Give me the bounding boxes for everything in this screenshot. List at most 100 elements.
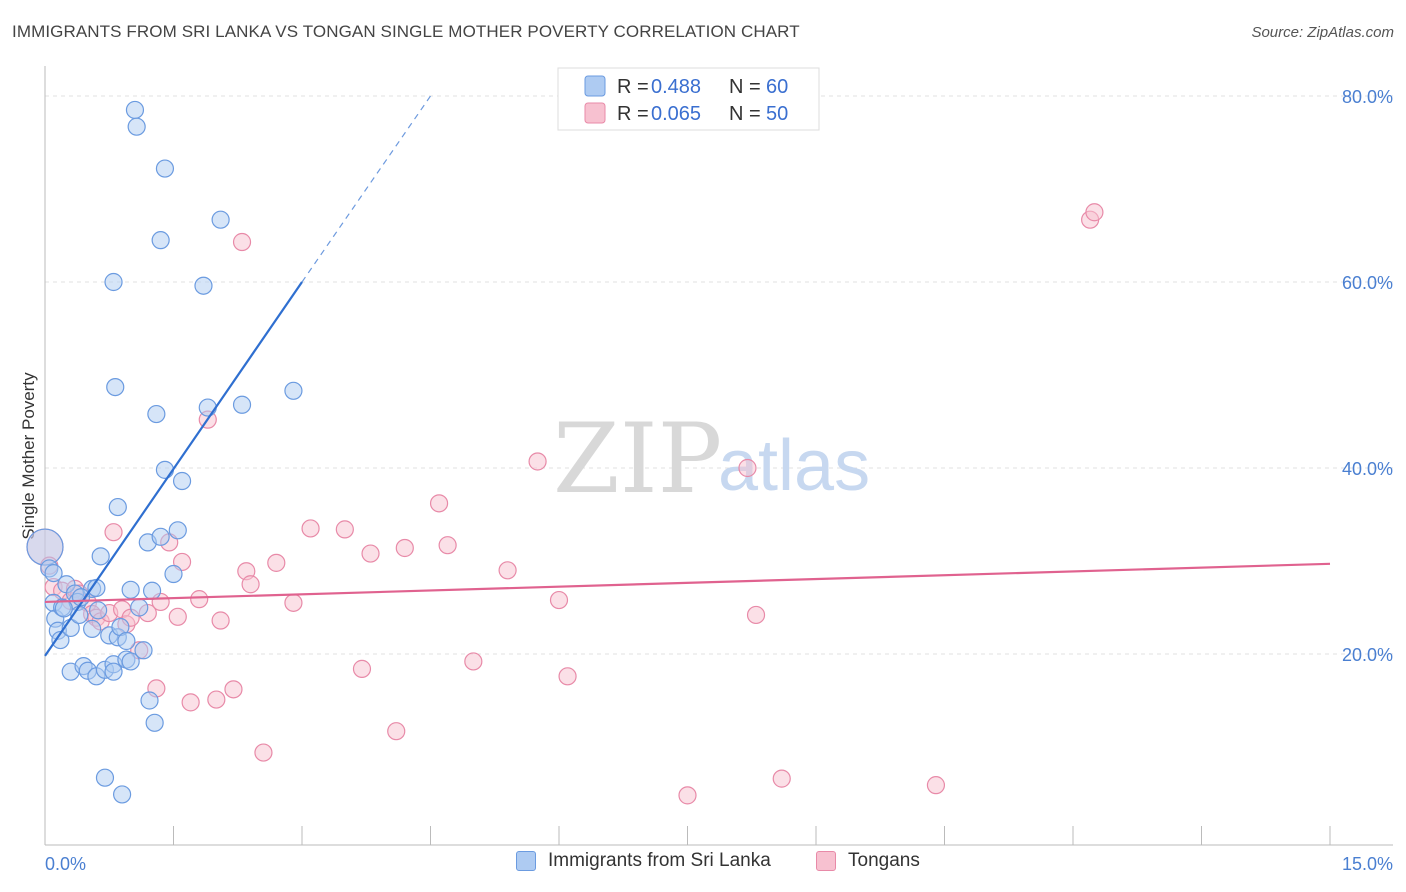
watermark-zip: ZIP <box>553 403 722 515</box>
tongans-point <box>335 520 354 539</box>
sri-lanka-point <box>106 377 125 397</box>
legend-n-value-sri-lanka: 60 <box>766 76 788 98</box>
tongans-point <box>211 611 230 630</box>
sri-lanka-point <box>232 395 252 414</box>
legend-swatch-tongans <box>584 102 606 124</box>
sri-lanka-point <box>104 272 123 292</box>
sri-lanka-point <box>91 547 110 566</box>
sri-lanka-point <box>284 381 303 400</box>
y-tick-label-60: 60.0% <box>1342 273 1393 293</box>
legend-swatch-sri-lanka <box>584 75 606 97</box>
axes <box>44 66 1393 846</box>
legend-r-value-tongans: 0.065 <box>651 103 701 125</box>
sri-lanka-point <box>112 785 132 804</box>
tongans-point <box>738 458 757 478</box>
chart-source: Source: ZipAtlas.com <box>1251 24 1394 41</box>
sri-lanka-point <box>125 100 145 120</box>
tongans-point <box>1085 203 1104 222</box>
legend-swatch-blue <box>516 851 536 871</box>
tongans-point <box>464 652 483 671</box>
legend-label-sri-lanka: Immigrants from Sri Lanka <box>548 850 771 871</box>
sri-lanka-point <box>198 398 217 417</box>
tongans-point <box>254 743 273 762</box>
trend-lines <box>44 95 1331 657</box>
legend-label-tongans: Tongans <box>848 850 920 871</box>
sri-lanka-point <box>140 691 159 710</box>
sri-lanka-point <box>151 527 170 546</box>
legend-n-label-1: N = <box>729 76 761 98</box>
sri-lanka-point <box>155 159 175 178</box>
sri-lanka-point <box>145 713 164 732</box>
sri-lanka-trend-extension <box>301 95 431 283</box>
sri-lanka-point <box>134 641 153 660</box>
sri-lanka-point <box>151 231 170 250</box>
sri-lanka-point <box>147 404 166 424</box>
tongans-point <box>429 494 449 513</box>
y-tick-label-20: 20.0% <box>1342 645 1393 665</box>
sri-lanka-point <box>121 580 140 599</box>
sri-lanka-point <box>172 471 192 491</box>
sri-lanka-point <box>164 564 183 584</box>
legend-r-label-1: R = <box>617 76 649 98</box>
tongans-point <box>232 232 252 252</box>
legend-item-tongans[interactable]: Tongans <box>816 850 920 872</box>
watermark: ZIP atlas <box>553 403 870 515</box>
gridlines <box>45 95 1393 655</box>
series-legend: Immigrants from Sri Lanka Tongans <box>0 850 1406 880</box>
legend-item-sri-lanka[interactable]: Immigrants from Sri Lanka <box>516 850 771 872</box>
tongans-point <box>267 553 286 572</box>
tongans-point <box>678 786 697 805</box>
tongans-point <box>181 693 200 712</box>
correlation-legend: R = 0.488 N = 60 R = 0.065 N = 50 <box>557 67 820 131</box>
tongans-point <box>498 561 517 580</box>
sri-lanka-point <box>194 276 213 295</box>
tongans-trend-line <box>44 562 1331 604</box>
tongans-point <box>207 690 226 709</box>
sri-lanka-point <box>108 497 127 517</box>
x-tick-label-min: 0.0% <box>45 854 86 874</box>
sri-lanka-point <box>83 619 102 638</box>
legend-r-value-sri-lanka: 0.488 <box>651 76 701 98</box>
sri-lanka-point <box>26 528 64 566</box>
tongans-point <box>190 590 209 609</box>
sri-lanka-point <box>130 598 149 617</box>
tongans-point <box>387 722 406 741</box>
y-tick-label-40: 40.0% <box>1342 459 1393 479</box>
tongans-point <box>361 544 380 563</box>
legend-r-label-2: R = <box>617 103 649 125</box>
sri-lanka-point <box>117 631 136 651</box>
tongans-point <box>746 605 766 625</box>
tongans-point <box>772 769 791 788</box>
sri-lanka-point <box>155 460 175 479</box>
sri-lanka-point <box>121 652 140 671</box>
y-tick-labels: 20.0% 40.0% 60.0% 80.0% <box>1342 87 1393 665</box>
sri-lanka-point <box>89 601 108 620</box>
tongans-point <box>168 607 187 626</box>
legend-swatch-pink <box>816 851 836 871</box>
sri-lanka-points <box>26 100 303 804</box>
legend-n-label-2: N = <box>729 103 761 125</box>
legend-n-value-tongans: 50 <box>766 103 788 125</box>
tongans-point <box>926 776 946 795</box>
y-axis-label: Single Mother Poverty <box>19 372 38 540</box>
tongans-point <box>224 680 243 699</box>
tongans-point <box>104 523 123 542</box>
tongans-point <box>549 590 569 610</box>
chart-title: IMMIGRANTS FROM SRI LANKA VS TONGAN SING… <box>12 22 800 41</box>
sri-lanka-point <box>54 599 73 618</box>
sri-lanka-point <box>44 563 63 583</box>
tongans-point <box>301 519 320 538</box>
sri-lanka-point <box>127 117 146 136</box>
sri-lanka-trend-line <box>44 281 303 657</box>
sri-lanka-point <box>211 210 230 229</box>
y-tick-label-80: 80.0% <box>1342 87 1393 107</box>
tongans-point <box>528 452 547 471</box>
tongans-point <box>558 667 577 686</box>
tongans-point <box>241 575 260 594</box>
x-tick-label-max: 15.0% <box>1342 854 1393 874</box>
tongans-point <box>284 593 303 612</box>
sri-lanka-point <box>142 581 162 600</box>
sri-lanka-point <box>168 521 187 540</box>
sri-lanka-point <box>95 768 115 787</box>
